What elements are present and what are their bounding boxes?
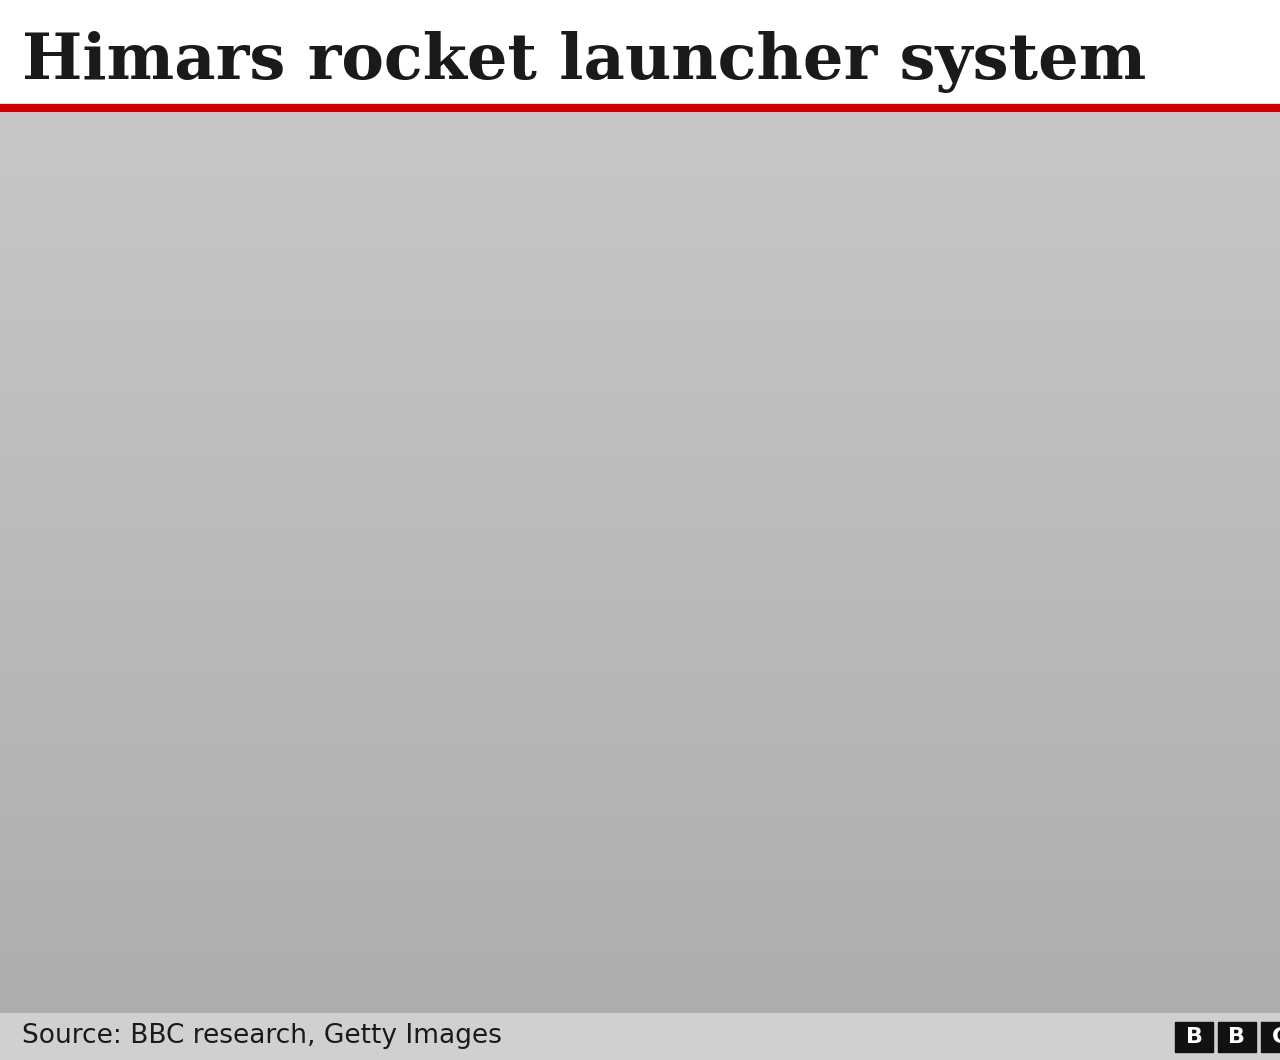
Text: provided: provided xyxy=(850,340,1009,374)
Bar xyxy=(1219,1022,1256,1052)
Text: munitions: munitions xyxy=(850,384,1029,418)
Text: (85 kmph), faster: (85 kmph), faster xyxy=(480,296,795,330)
Text: to fire and reload than Russian alternatives: to fire and reload than Russian alternat… xyxy=(22,200,832,236)
Text: than most Russian: than most Russian xyxy=(480,340,814,374)
Text: B: B xyxy=(1229,1027,1245,1047)
Text: Max Speed:: Max Speed: xyxy=(480,252,718,286)
Text: Ammunition:: Ammunition: xyxy=(22,145,293,181)
Text: (80 km) using: (80 km) using xyxy=(850,296,1101,330)
Text: C: C xyxy=(1272,1027,1280,1047)
Bar xyxy=(0,0,1280,105)
Text: GPS-guided rockets, more accurate and quicker: GPS-guided rockets, more accurate and qu… xyxy=(207,145,1102,181)
Text: 53 mph: 53 mph xyxy=(640,252,778,286)
Text: alternatives: alternatives xyxy=(480,384,694,418)
Text: Source: BBC research, Getty Images: Source: BBC research, Getty Images xyxy=(22,1023,502,1049)
Text: Himars rocket launcher system: Himars rocket launcher system xyxy=(22,31,1147,93)
Text: Range:: Range: xyxy=(850,252,993,286)
Text: 50 miles: 50 miles xyxy=(960,252,1114,286)
Text: B: B xyxy=(1185,1027,1202,1047)
Bar xyxy=(1261,1022,1280,1052)
Bar xyxy=(0,1012,1280,1060)
Bar xyxy=(1175,1022,1213,1052)
Bar xyxy=(0,113,1280,253)
